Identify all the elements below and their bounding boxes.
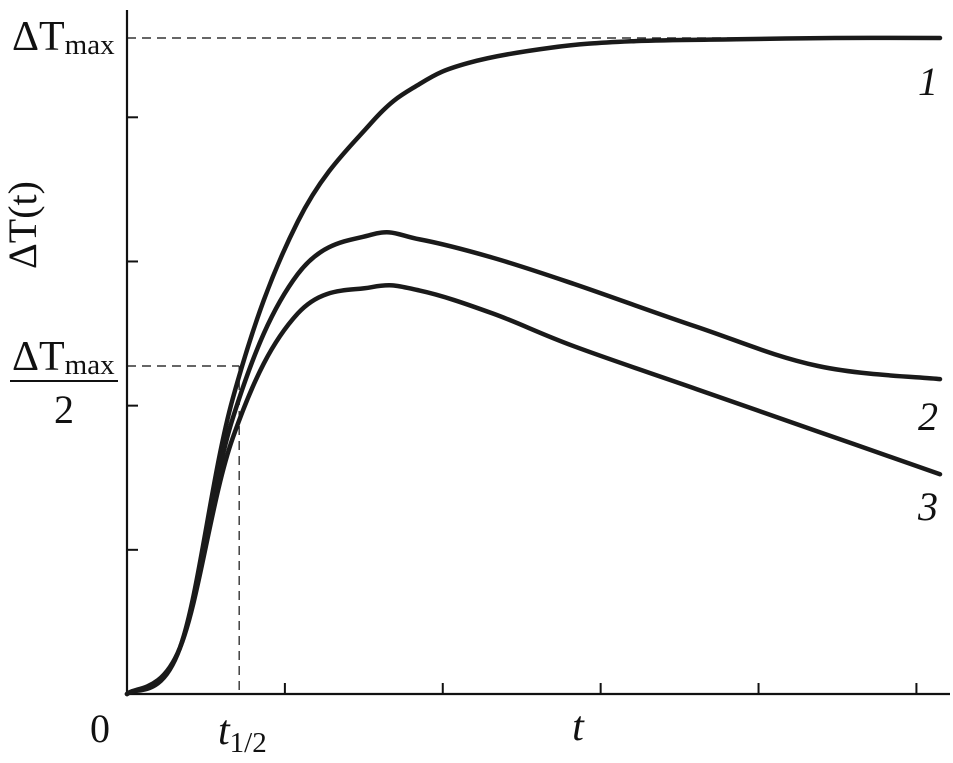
y-half-label-num-main: ΔT: [12, 334, 65, 380]
series-line-3: [124, 283, 943, 697]
y-axis-title: ΔT(t): [0, 181, 45, 269]
y-half-label-denominator: 2: [54, 387, 74, 432]
y-max-label: ΔTmax: [12, 14, 115, 61]
x-half-label: t1/2: [218, 708, 267, 759]
series-label-1: 1: [918, 59, 938, 104]
y-ticks: [127, 116, 138, 551]
y-half-label-num-sub: max: [65, 349, 115, 381]
y-max-label-sub: max: [65, 29, 115, 61]
series-label-3: 3: [917, 484, 938, 529]
series-label-2: 2: [918, 394, 938, 439]
y-half-label-numerator: ΔTmax: [12, 334, 115, 381]
y-max-label-main: ΔT: [12, 14, 65, 60]
origin-label: 0: [90, 706, 110, 751]
series-layer: [124, 35, 943, 697]
series-line-2: [124, 230, 943, 697]
x-axis-title: t: [572, 704, 585, 750]
x-ticks: [283, 683, 918, 694]
x-half-label-main: t: [218, 708, 231, 754]
x-half-label-sub: 1/2: [230, 727, 267, 759]
